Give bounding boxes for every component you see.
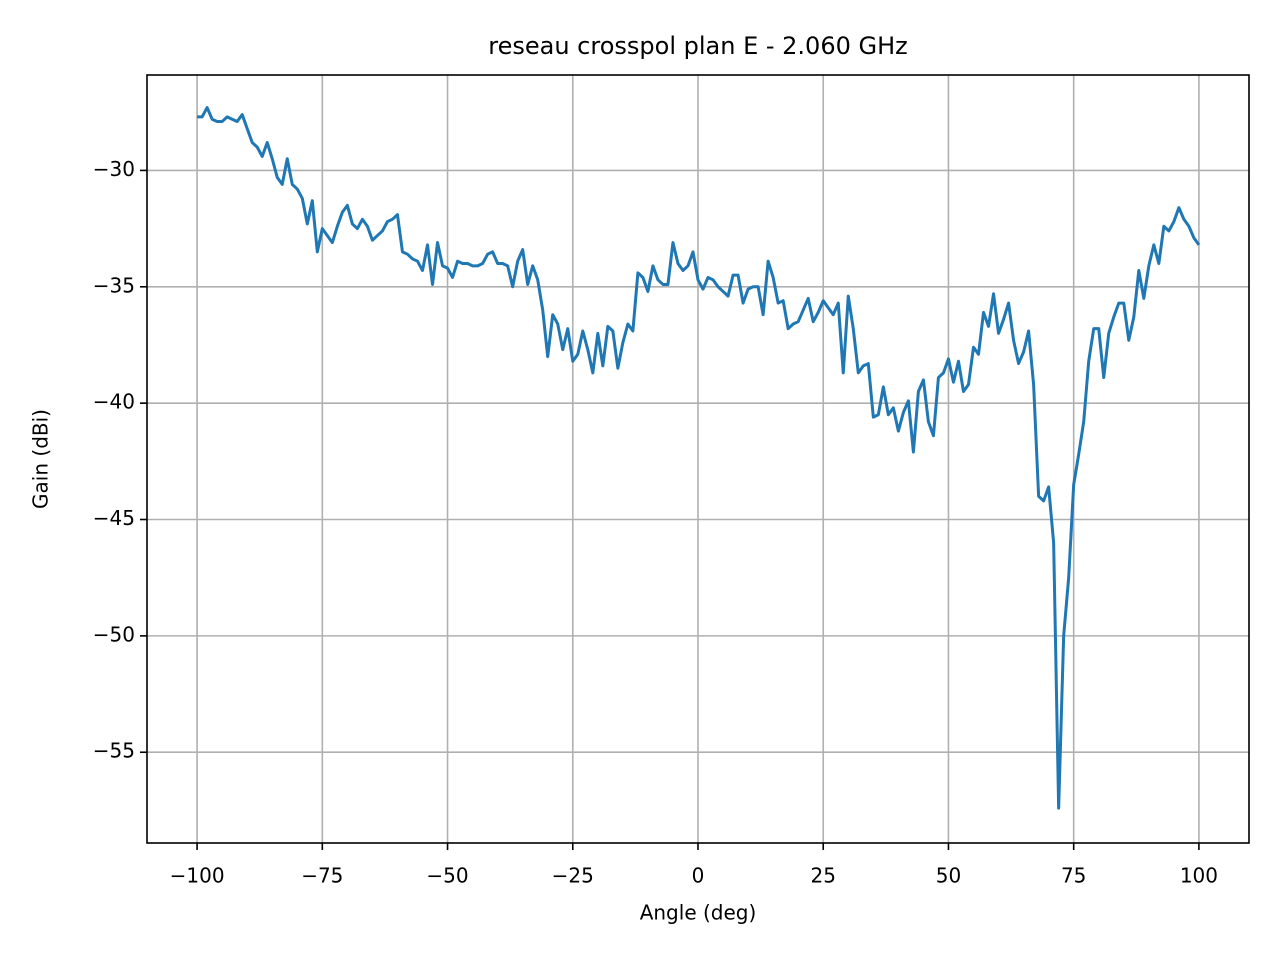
y-tick-label: −30: [93, 157, 135, 181]
plot-frame: [146, 74, 1250, 844]
x-tick-label: −25: [552, 864, 594, 888]
x-tick-label: 25: [811, 864, 836, 888]
chart-title: reseau crosspol plan E - 2.060 GHz: [488, 32, 907, 60]
x-tick-label: 50: [936, 864, 961, 888]
x-axis-label: Angle (deg): [640, 901, 757, 925]
x-tick-label: 0: [692, 864, 705, 888]
data-line: [197, 106, 1201, 810]
y-tick-label: −35: [93, 273, 135, 297]
x-tick-label: 75: [1061, 864, 1086, 888]
x-tick-label: −100: [170, 864, 225, 888]
y-axis-label: Gain (dBi): [29, 409, 53, 509]
y-tick-label: −55: [93, 739, 135, 763]
x-tick-label: −75: [301, 864, 343, 888]
x-tick-label: 100: [1180, 864, 1218, 888]
x-tick-label: −50: [426, 864, 468, 888]
y-tick-label: −50: [93, 622, 135, 646]
y-tick-label: −40: [93, 390, 135, 414]
y-tick-label: −45: [93, 506, 135, 530]
